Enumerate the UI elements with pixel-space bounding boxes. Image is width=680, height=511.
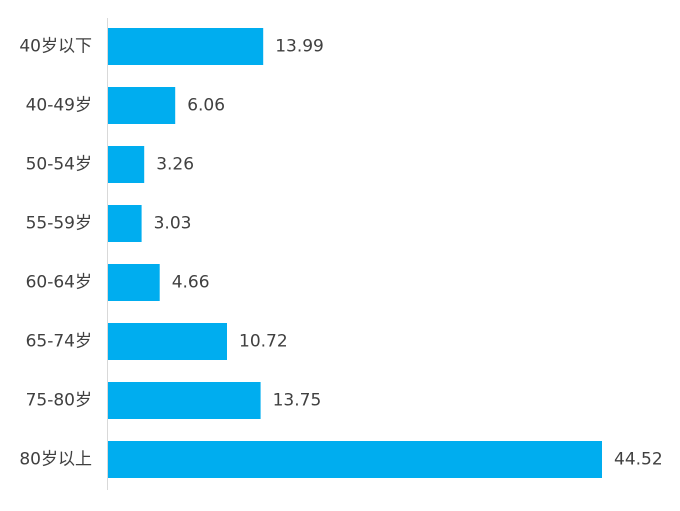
bar-2 — [108, 146, 145, 183]
value-label-0: 13.99 — [275, 37, 324, 57]
value-label-4: 4.66 — [172, 273, 210, 293]
category-label-7: 80岁以上 — [19, 450, 92, 470]
bar-0 — [108, 28, 264, 65]
category-label-3: 55-59岁 — [26, 214, 92, 234]
bar-6 — [108, 382, 261, 419]
value-label-1: 6.06 — [187, 96, 225, 116]
category-label-6: 75-80岁 — [26, 391, 92, 411]
category-label-4: 60-64岁 — [26, 273, 92, 293]
bar-1 — [108, 87, 176, 124]
category-label-2: 50-54岁 — [26, 155, 92, 175]
value-label-2: 3.26 — [156, 155, 194, 175]
value-label-3: 3.03 — [154, 214, 192, 234]
bar-7 — [108, 441, 602, 478]
category-label-0: 40岁以下 — [19, 37, 92, 57]
value-label-7: 44.52 — [614, 450, 663, 470]
bar-3 — [108, 205, 142, 242]
bars-layer — [108, 28, 602, 478]
bar-5 — [108, 323, 227, 360]
bar-4 — [108, 264, 160, 301]
category-label-5: 65-74岁 — [26, 332, 92, 352]
category-label-1: 40-49岁 — [26, 96, 92, 116]
labels-layer: 40岁以下 13.99 40-49岁 6.06 50-54岁 3.26 55-59岁 3.03… — [19, 37, 662, 470]
value-label-5: 10.72 — [239, 332, 288, 352]
value-label-6: 13.75 — [273, 391, 322, 411]
